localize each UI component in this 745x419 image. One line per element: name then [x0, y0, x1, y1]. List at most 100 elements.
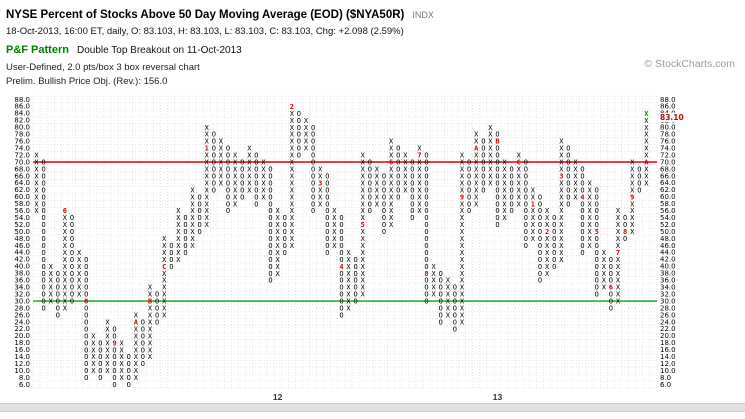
svg-text:X: X: [247, 145, 252, 153]
stockcharts-copyright-link[interactable]: © StockCharts.com: [644, 58, 735, 70]
svg-text:X: X: [77, 249, 82, 257]
svg-text:O: O: [56, 312, 60, 320]
svg-text:36.0: 36.0: [660, 277, 676, 285]
svg-text:X: X: [545, 221, 550, 229]
svg-text:X: X: [275, 214, 280, 222]
svg-text:X: X: [502, 200, 507, 208]
svg-text:O: O: [538, 249, 542, 257]
svg-text:O: O: [268, 242, 272, 250]
svg-text:X: X: [602, 284, 607, 292]
svg-text:X: X: [275, 256, 280, 264]
svg-text:X: X: [261, 173, 266, 181]
svg-text:X: X: [233, 152, 238, 160]
svg-text:X: X: [233, 193, 238, 201]
svg-text:O: O: [297, 110, 301, 118]
svg-text:X: X: [431, 291, 436, 299]
svg-text:O: O: [495, 200, 499, 208]
svg-text:X: X: [275, 221, 280, 229]
svg-text:O: O: [538, 207, 542, 215]
svg-text:O: O: [382, 173, 386, 181]
svg-text:X: X: [290, 179, 295, 187]
svg-text:O: O: [410, 173, 414, 181]
svg-text:O: O: [368, 193, 372, 201]
svg-text:O: O: [339, 235, 343, 243]
svg-text:O: O: [410, 207, 414, 215]
svg-text:X: X: [275, 207, 280, 215]
svg-text:24.0: 24.0: [14, 318, 30, 326]
svg-text:X: X: [431, 284, 436, 292]
svg-text:O: O: [112, 346, 116, 354]
svg-text:X: X: [517, 173, 522, 181]
svg-text:O: O: [226, 152, 230, 160]
svg-text:O: O: [297, 124, 301, 132]
svg-text:O: O: [424, 186, 428, 194]
svg-text:X: X: [460, 173, 465, 181]
svg-text:X: X: [49, 284, 54, 292]
svg-text:X: X: [205, 207, 210, 215]
svg-text:X: X: [219, 138, 224, 146]
svg-text:O: O: [595, 284, 599, 292]
svg-text:O: O: [183, 221, 187, 229]
svg-text:O: O: [240, 186, 244, 194]
svg-text:38.0: 38.0: [660, 270, 676, 278]
svg-text:O: O: [552, 235, 556, 243]
svg-text:O: O: [70, 221, 74, 229]
svg-text:X: X: [573, 193, 578, 201]
svg-text:O: O: [424, 228, 428, 236]
svg-text:O: O: [197, 200, 201, 208]
svg-text:X: X: [361, 263, 366, 271]
svg-text:X: X: [176, 207, 181, 215]
svg-text:12.0: 12.0: [14, 360, 30, 368]
svg-text:O: O: [595, 291, 599, 299]
svg-text:O: O: [197, 221, 201, 229]
svg-text:O: O: [339, 214, 343, 222]
svg-text:X: X: [573, 166, 578, 174]
svg-text:O: O: [495, 221, 499, 229]
pattern-text: Double Top Breakout on 11-Oct-2013: [76, 45, 242, 56]
svg-text:B: B: [148, 298, 152, 306]
svg-text:X: X: [502, 159, 507, 167]
svg-text:O: O: [609, 291, 613, 299]
svg-text:O: O: [439, 284, 443, 292]
svg-text:X: X: [559, 214, 564, 222]
svg-text:X: X: [275, 242, 280, 250]
svg-text:X: X: [474, 179, 479, 187]
svg-text:78.0: 78.0: [660, 131, 676, 139]
svg-text:O: O: [509, 207, 513, 215]
svg-text:O: O: [609, 256, 613, 264]
svg-text:O: O: [509, 200, 513, 208]
svg-text:O: O: [524, 166, 528, 174]
svg-text:O: O: [212, 186, 216, 194]
svg-text:X: X: [616, 270, 621, 278]
svg-text:O: O: [197, 193, 201, 201]
svg-text:76.0: 76.0: [660, 138, 676, 146]
svg-text:X: X: [630, 186, 635, 194]
svg-text:A: A: [134, 319, 139, 327]
svg-text:O: O: [212, 166, 216, 174]
svg-text:X: X: [531, 207, 536, 215]
svg-text:O: O: [424, 298, 428, 306]
svg-text:O: O: [566, 166, 570, 174]
svg-text:O: O: [212, 152, 216, 160]
svg-text:O: O: [609, 263, 613, 271]
svg-text:O: O: [481, 186, 485, 194]
svg-text:X: X: [190, 228, 195, 236]
svg-text:O: O: [98, 360, 102, 368]
svg-text:O: O: [41, 270, 45, 278]
svg-text:X: X: [34, 186, 39, 194]
svg-text:X: X: [205, 221, 210, 229]
svg-text:O: O: [495, 193, 499, 201]
svg-text:O: O: [41, 256, 45, 264]
svg-text:14.0: 14.0: [14, 353, 30, 361]
svg-text:44.0: 44.0: [660, 249, 676, 257]
svg-text:O: O: [183, 249, 187, 257]
svg-text:X: X: [49, 277, 54, 285]
svg-text:O: O: [368, 159, 372, 167]
svg-text:X: X: [644, 110, 649, 118]
svg-text:O: O: [339, 277, 343, 285]
svg-text:O: O: [439, 291, 443, 299]
svg-text:X: X: [587, 214, 592, 222]
svg-text:X: X: [290, 214, 295, 222]
svg-text:42.0: 42.0: [660, 256, 676, 264]
horizontal-scrollbar[interactable]: [0, 403, 745, 412]
